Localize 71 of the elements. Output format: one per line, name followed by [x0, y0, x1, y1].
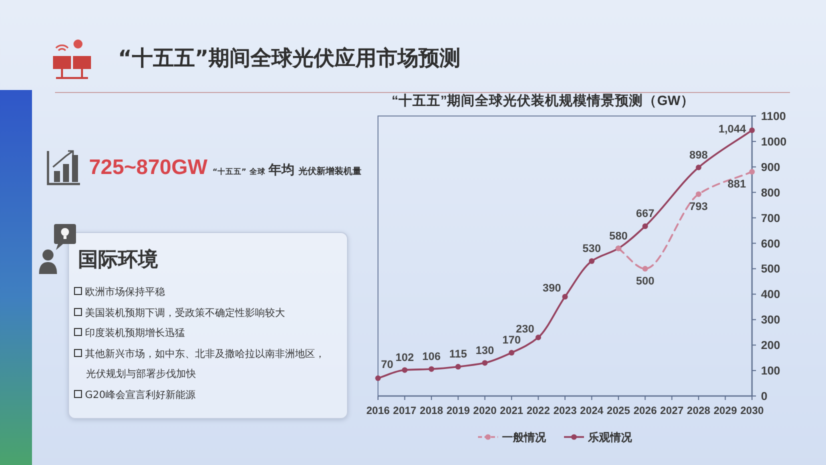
- point: [402, 367, 408, 373]
- y-tick-label: 100: [761, 366, 780, 378]
- y-tick-label: 500: [761, 264, 780, 276]
- x-tick-label: 2016: [366, 405, 390, 417]
- text: “十五五”期间全球光伏应用市场预测: [118, 45, 461, 72]
- data-label: 500: [636, 276, 654, 288]
- x-tick-label: 2020: [473, 405, 497, 417]
- x-tick-label: 2029: [714, 405, 738, 417]
- data-label: 102: [396, 352, 414, 364]
- y-tick-label: 800: [761, 187, 780, 200]
- x-tick-label: 2017: [393, 405, 417, 417]
- text: 725~870GW: [89, 156, 208, 180]
- text: 年均: [268, 162, 294, 179]
- x-tick-label: 2026: [633, 405, 657, 417]
- y-tick-label: 600: [761, 238, 780, 250]
- y-tick-label: 200: [761, 340, 780, 352]
- data-label: 106: [422, 351, 441, 364]
- point: [642, 223, 648, 230]
- text: G20峰会宣言利好新能源: [84, 388, 196, 402]
- point: [455, 364, 461, 370]
- data-label: 70: [381, 359, 394, 372]
- y-tick-label: 300: [761, 314, 780, 327]
- y-tick-label: 1100: [761, 111, 786, 123]
- x-tick-label: 2023: [553, 405, 577, 417]
- point: [696, 164, 702, 170]
- data-label: 1,044: [718, 123, 747, 136]
- legend-label: 乐观情况: [587, 431, 633, 444]
- point: [749, 168, 755, 175]
- y-tick-label: 400: [761, 289, 780, 302]
- point: [508, 350, 514, 356]
- y-tick-label: 700: [761, 212, 780, 225]
- x-tick-label: 2022: [526, 405, 550, 417]
- data-label: 530: [582, 243, 601, 256]
- data-label: 115: [449, 348, 468, 361]
- x-tick-label: 2028: [686, 405, 710, 417]
- point: [588, 258, 595, 264]
- y-tick-label: 0: [761, 391, 768, 403]
- chart-title: “十五五”期间全球光伏装机规模情景预测（GW）: [392, 93, 694, 108]
- x-tick-label: 2024: [580, 405, 604, 417]
- legend-label: 一般情况: [502, 431, 547, 444]
- point: [696, 191, 702, 197]
- point: [642, 266, 648, 272]
- text: 印度装机预期增长迅猛: [84, 326, 186, 341]
- data-label: 898: [689, 149, 708, 162]
- text: 国际环境: [78, 246, 158, 273]
- y-tick-label: 1000: [761, 136, 787, 148]
- text: 其他新兴市场，如中东、北非及撒哈拉以南非洲地区，光伏规划与部署步伐加快: [84, 348, 326, 382]
- text: 光伏新增装机量: [298, 165, 362, 178]
- data-label: 390: [542, 282, 561, 295]
- text: 欧洲市场保持平稳: [84, 286, 166, 300]
- data-label: 793: [689, 201, 708, 214]
- x-tick-label: 2021: [500, 405, 524, 417]
- x-tick-label: 2019: [446, 405, 470, 417]
- data-label: 667: [636, 208, 654, 220]
- point: [562, 294, 568, 300]
- data-label: 230: [516, 323, 534, 336]
- point: [428, 366, 434, 372]
- data-label: 170: [502, 334, 521, 347]
- x-tick-label: 2018: [420, 405, 444, 417]
- point: [535, 334, 542, 340]
- y-tick-label: 900: [761, 162, 780, 174]
- data-label: 580: [609, 230, 628, 242]
- data-label: 130: [476, 344, 494, 357]
- point: [482, 360, 488, 366]
- point: [375, 375, 381, 381]
- point: [749, 127, 755, 134]
- data-label: 881: [728, 178, 746, 191]
- text: 美国装机预期下调，受政策不确定性影响较大: [84, 306, 286, 320]
- x-tick-label: 2030: [740, 405, 764, 417]
- x-tick-label: 2027: [660, 405, 684, 417]
- x-tick-label: 2025: [606, 405, 630, 417]
